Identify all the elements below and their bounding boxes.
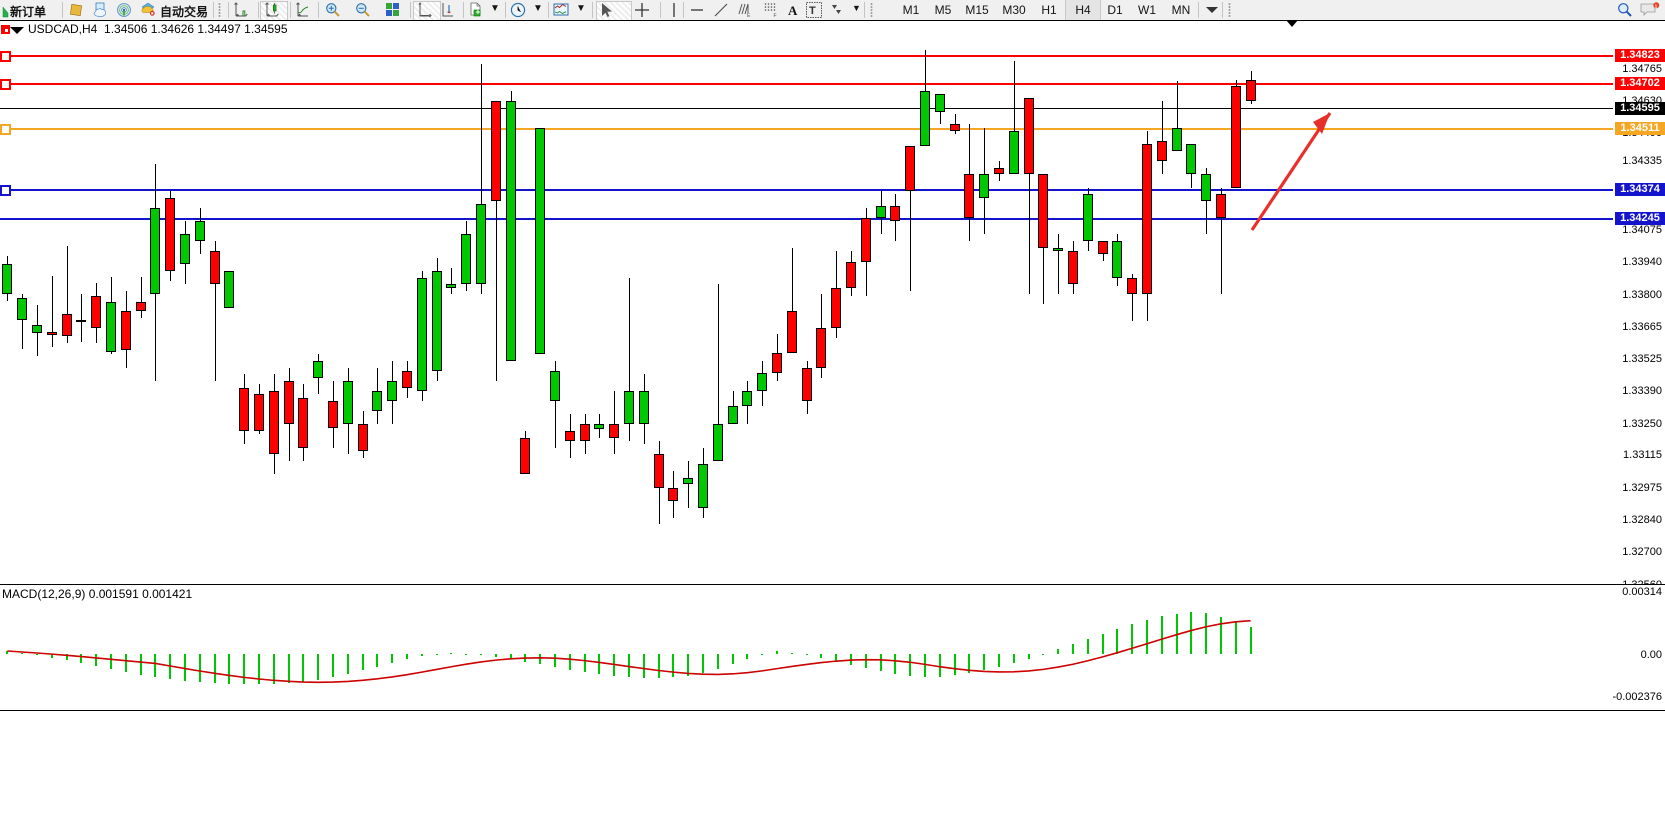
svg-text:T: T: [809, 5, 816, 17]
svg-text:E: E: [747, 13, 751, 18]
svg-text:F: F: [774, 13, 777, 18]
